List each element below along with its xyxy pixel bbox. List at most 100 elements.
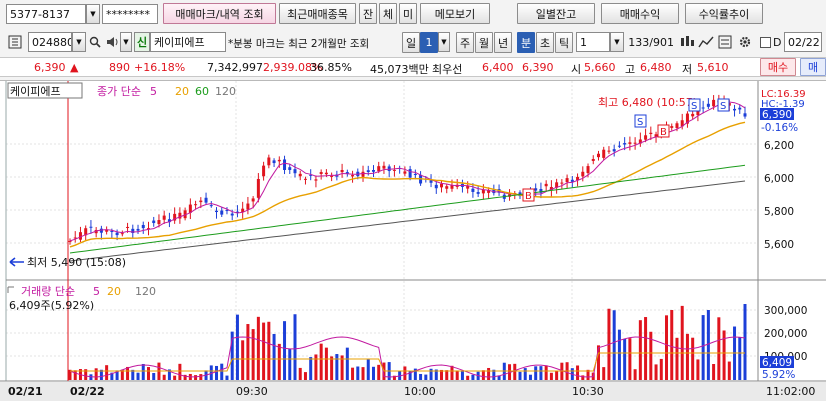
low-arrow-icon <box>9 257 24 267</box>
interval-input[interactable]: 1 <box>576 32 610 52</box>
search-icon[interactable] <box>86 32 104 52</box>
chart-area[interactable]: 케이피에프 종가 단순 5 20 60 120 최고 6,480 (10:57)… <box>0 80 826 401</box>
candle-body <box>434 184 438 189</box>
volume-bar <box>738 337 742 380</box>
volume-y-tick: 200,000 <box>764 328 807 340</box>
high-price: 6,480 <box>640 61 672 74</box>
speaker-icon[interactable] <box>104 32 122 52</box>
candle-body <box>256 178 260 198</box>
buy-button[interactable]: 매수 <box>760 58 796 76</box>
crosshair-tool-icon[interactable] <box>678 32 696 52</box>
account-dropdown-icon[interactable]: ▼ <box>86 4 100 24</box>
volume-bar <box>262 322 266 380</box>
candle-body <box>319 172 323 174</box>
volume-bar <box>178 363 182 380</box>
daily-balance-button[interactable]: 일별잔고 <box>517 3 595 24</box>
y-tick-label: 5,800 <box>764 206 794 218</box>
speaker-dropdown-icon[interactable]: ▼ <box>120 32 132 52</box>
candle-body <box>324 172 328 175</box>
recent-trades-button[interactable]: 최근매매종목 <box>279 3 356 24</box>
volume-bar <box>84 369 88 380</box>
candle-body <box>445 186 449 189</box>
ma60-line <box>69 164 746 254</box>
stock-code-dropdown-icon[interactable]: ▼ <box>72 32 86 52</box>
low-label: 저 <box>682 63 693 76</box>
candle-body <box>549 187 553 190</box>
volume-bar <box>528 374 532 380</box>
volume-bar <box>366 359 370 380</box>
candle-body <box>183 210 187 219</box>
volume-current-note: 6,409주(5.92%) <box>9 299 94 312</box>
volume-bar <box>638 320 642 380</box>
unfilled-button[interactable]: 미 <box>399 3 417 24</box>
volume-bar <box>120 369 124 380</box>
return-trend-button[interactable]: 수익률추이 <box>685 3 763 24</box>
account-number-field[interactable]: 5377-8137 <box>6 4 86 24</box>
drawing-tool-icon[interactable] <box>697 32 715 52</box>
memo-button[interactable]: 메모보기 <box>420 3 490 24</box>
volume-ma5-line <box>69 336 746 378</box>
volume-bar <box>581 375 585 380</box>
stock-label-box <box>7 82 83 99</box>
candle-body <box>89 226 93 228</box>
list-icon[interactable] <box>716 32 734 52</box>
x-label-prev-day: 02/21 <box>8 385 43 398</box>
volume-bar <box>450 365 454 380</box>
gear-icon[interactable] <box>736 32 754 52</box>
stock-label: 케이피에프 <box>10 85 61 98</box>
volume-bar <box>466 375 470 380</box>
period-tab-year[interactable]: 년 <box>494 32 512 53</box>
stock-code-input[interactable]: 024880 <box>28 32 72 52</box>
period-tab-week[interactable]: 주 <box>456 32 474 53</box>
sell-button[interactable]: 매 <box>800 58 826 76</box>
trade-marker[interactable] <box>657 124 670 138</box>
password-field[interactable]: ******** <box>102 4 158 24</box>
volume-y-tick: 300,000 <box>764 305 807 317</box>
trade-mark-history-button[interactable]: 매매마크/내역 조회 <box>163 3 276 24</box>
volume-bar <box>277 343 281 380</box>
candle-body <box>84 228 88 236</box>
volume-bar <box>110 372 114 380</box>
date-input[interactable]: 02/22 <box>784 32 822 52</box>
ma120-line <box>69 180 746 262</box>
date-checkbox[interactable] <box>756 32 774 52</box>
candle-body <box>586 166 590 174</box>
interval-dropdown-icon[interactable]: ▼ <box>610 32 624 52</box>
period-tab-tick[interactable]: 틱 <box>555 32 573 53</box>
minute-mark-notice: *분봉 마크는 최근 2개월만 조회 <box>228 38 370 50</box>
x-axis-band <box>0 382 826 401</box>
account-number-text: 5377-8137 <box>10 7 70 21</box>
period-tab-day[interactable]: 일 <box>402 32 420 53</box>
period-tab-one[interactable]: 1 <box>420 32 438 53</box>
up-arrow-icon: ▲ <box>70 61 79 74</box>
period-dropdown-icon[interactable]: ▼ <box>438 32 450 52</box>
volume-bar <box>701 315 705 380</box>
x-label-day: 02/22 <box>70 385 105 398</box>
volume-bar <box>440 369 444 380</box>
candle-body <box>539 189 543 193</box>
candlestick-chart[interactable]: 케이피에프 종가 단순 5 20 60 120 최고 6,480 (10:57)… <box>0 81 826 401</box>
trade-marker[interactable] <box>688 98 701 112</box>
trade-marker[interactable] <box>634 114 647 128</box>
ma120-legend: 120 <box>215 85 236 98</box>
candle-body <box>361 171 365 177</box>
candle-body <box>194 204 198 206</box>
trade-marker[interactable] <box>717 98 730 112</box>
executed-button[interactable]: 체 <box>379 3 397 24</box>
volume-bar <box>392 375 396 380</box>
balance-button[interactable]: 잔 <box>359 3 377 24</box>
volume-bar <box>377 364 381 380</box>
trade-profit-button[interactable]: 매매수익 <box>601 3 679 24</box>
candle-body <box>241 208 245 213</box>
chart-settings-icon[interactable] <box>6 32 24 52</box>
candle-body <box>314 179 318 181</box>
period-tab-minute[interactable]: 분 <box>517 32 535 53</box>
candle-body <box>377 166 381 172</box>
volume-bar <box>743 304 747 380</box>
period-tab-month[interactable]: 월 <box>475 32 493 53</box>
trade-marker[interactable] <box>522 188 535 202</box>
candle-body <box>230 213 234 216</box>
current-price-axis: 6,390 <box>762 109 792 121</box>
period-tab-second[interactable]: 초 <box>536 32 554 53</box>
volume-bar <box>356 366 360 380</box>
